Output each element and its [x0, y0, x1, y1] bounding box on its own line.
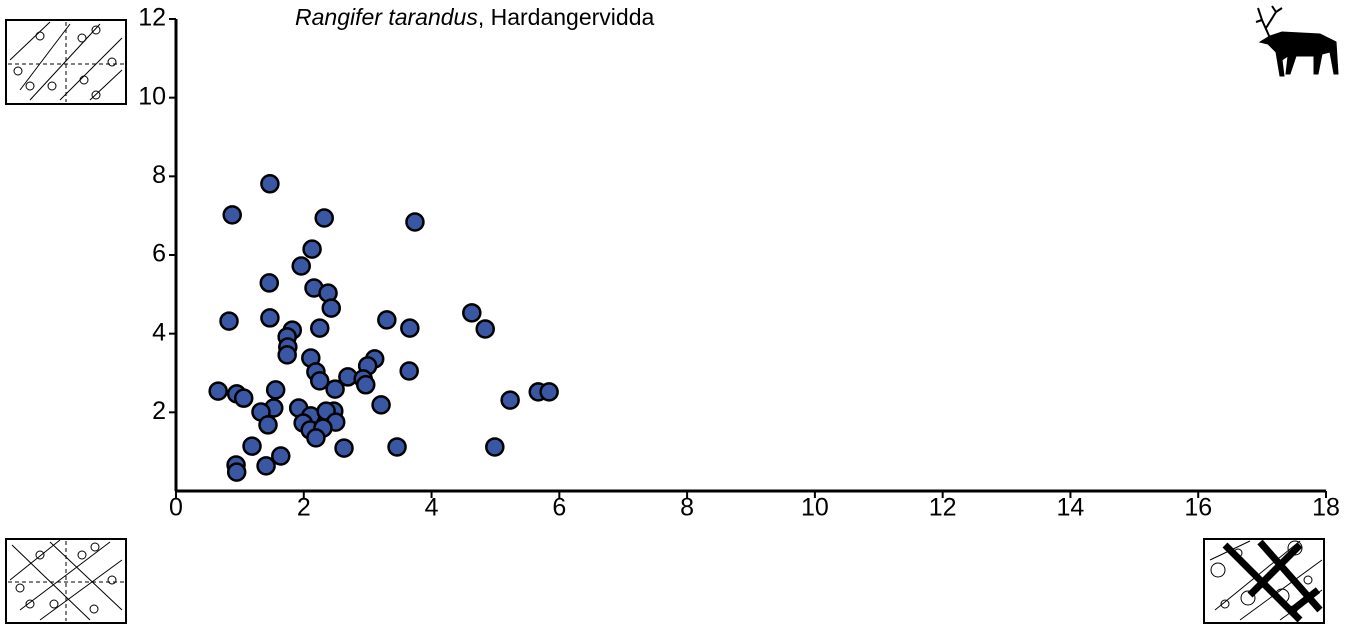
- point: [219, 311, 239, 331]
- point: [400, 318, 420, 338]
- point: [256, 456, 276, 476]
- x-tick-label: 2: [297, 494, 311, 522]
- point: [310, 318, 330, 338]
- reindeer-icon: [1255, 5, 1339, 77]
- point: [242, 436, 262, 456]
- point: [258, 415, 278, 435]
- point: [277, 345, 297, 365]
- point: [302, 239, 322, 259]
- point: [405, 212, 425, 232]
- point: [208, 381, 228, 401]
- y-tick-label: 8: [152, 161, 166, 189]
- x-tick-label: 14: [1057, 494, 1085, 522]
- point: [399, 361, 419, 381]
- habitat-icon: [5, 19, 127, 105]
- x-tick-label: 8: [680, 494, 694, 522]
- point: [485, 437, 505, 457]
- x-tick-label: 12: [929, 494, 957, 522]
- point: [334, 438, 354, 458]
- point: [265, 380, 286, 400]
- point: [371, 395, 391, 415]
- habitat-icon: [1203, 538, 1325, 624]
- point: [321, 298, 341, 318]
- point: [377, 310, 397, 330]
- point: [271, 446, 291, 466]
- y-tick-label: 4: [152, 318, 166, 346]
- title-species: Rangifer tarandus: [295, 4, 478, 30]
- point: [462, 303, 482, 323]
- y-tick-label: 12: [138, 4, 166, 32]
- point: [475, 319, 495, 339]
- point: [260, 308, 280, 328]
- point: [259, 273, 280, 293]
- point: [222, 205, 242, 225]
- x-tick-label: 16: [1184, 494, 1212, 522]
- point: [356, 375, 376, 395]
- y-tick-label: 6: [152, 240, 166, 268]
- habitat-icon: [5, 538, 127, 624]
- x-tick-label: 6: [552, 494, 566, 522]
- point: [233, 388, 254, 408]
- point: [226, 462, 247, 482]
- point: [306, 428, 326, 448]
- point: [539, 382, 559, 402]
- x-tick-label: 4: [425, 494, 439, 522]
- point: [500, 390, 520, 410]
- x-tick-label: 10: [801, 494, 829, 522]
- point: [387, 437, 407, 457]
- point: [325, 379, 345, 399]
- point: [260, 174, 280, 194]
- point: [291, 256, 311, 276]
- x-tick-label: 0: [169, 494, 183, 522]
- title-place: , Hardangervidda: [478, 4, 655, 30]
- x-tick-label: 18: [1312, 494, 1340, 522]
- point: [314, 208, 334, 228]
- point: [310, 371, 330, 391]
- y-tick-label: 2: [152, 397, 166, 425]
- chart-title: Rangifer tarandus, Hardangervidda: [295, 4, 654, 30]
- y-tick-label: 10: [138, 82, 166, 110]
